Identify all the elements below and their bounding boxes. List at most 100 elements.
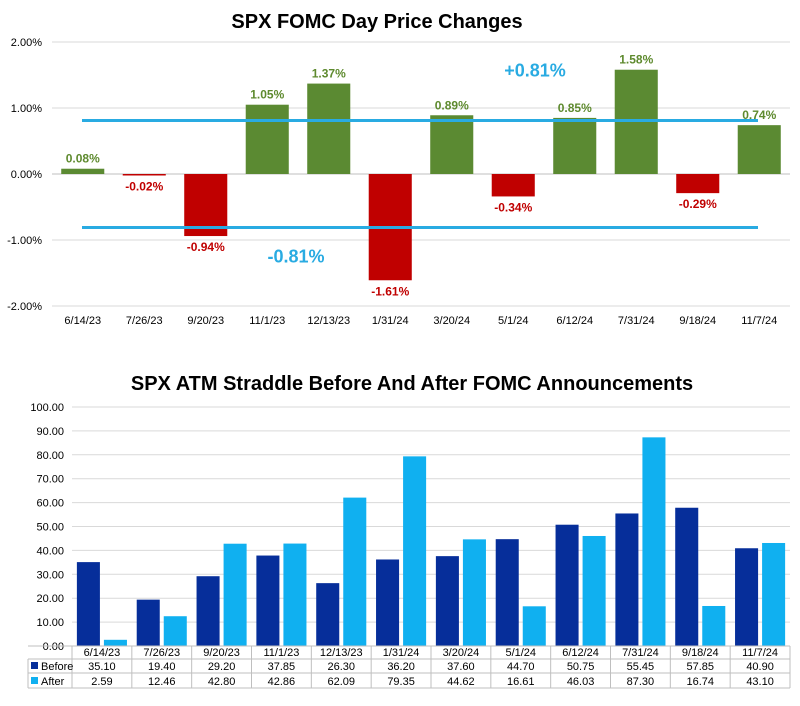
legend-swatch bbox=[31, 662, 38, 669]
x-tick-label: 6/12/24 bbox=[556, 315, 593, 327]
legend-label: Before bbox=[41, 661, 73, 673]
table-cell: 42.86 bbox=[268, 676, 296, 688]
table-cell: 16.61 bbox=[507, 676, 535, 688]
after-bar bbox=[223, 543, 247, 646]
before-bar bbox=[76, 562, 100, 646]
bar-value-label: 0.08% bbox=[66, 152, 100, 166]
x-tick-label: 3/20/24 bbox=[443, 647, 480, 659]
table-cell: 40.90 bbox=[746, 661, 774, 673]
x-tick-label: 7/26/23 bbox=[126, 315, 163, 327]
table-cell: 2.59 bbox=[91, 676, 112, 688]
bar-value-label: 1.37% bbox=[312, 67, 346, 81]
bar-value-label: -0.34% bbox=[494, 200, 532, 214]
price-bar bbox=[491, 174, 535, 197]
before-bar bbox=[495, 539, 519, 646]
table-cell: 57.85 bbox=[686, 661, 714, 673]
table-cell: 44.70 bbox=[507, 661, 535, 673]
table-cell: 46.03 bbox=[567, 676, 595, 688]
y-tick-label: 50.00 bbox=[36, 522, 64, 534]
y-tick-label: 30.00 bbox=[36, 569, 64, 581]
table-cell: 37.60 bbox=[447, 661, 475, 673]
price-bar bbox=[430, 115, 474, 174]
table-cell: 87.30 bbox=[627, 676, 655, 688]
table-cell: 36.20 bbox=[387, 661, 415, 673]
table-cell: 35.10 bbox=[88, 661, 116, 673]
table-cell: 37.85 bbox=[268, 661, 296, 673]
price-bar bbox=[307, 83, 351, 174]
table-cell: 26.30 bbox=[327, 661, 355, 673]
table-cell: 19.40 bbox=[148, 661, 176, 673]
after-bar bbox=[462, 539, 486, 646]
after-bar bbox=[403, 456, 427, 646]
y-tick-label: 90.00 bbox=[36, 426, 64, 438]
table-cell: 50.75 bbox=[567, 661, 595, 673]
price-bar bbox=[245, 104, 289, 174]
before-bar bbox=[735, 548, 759, 646]
before-bar bbox=[316, 583, 340, 646]
after-bar bbox=[522, 606, 546, 646]
chart1-title: SPX FOMC Day Price Changes bbox=[231, 11, 522, 33]
y-tick-label: 40.00 bbox=[36, 545, 64, 557]
before-bar bbox=[555, 524, 579, 646]
x-tick-label: 9/18/24 bbox=[682, 647, 719, 659]
table-cell: 29.20 bbox=[208, 661, 236, 673]
x-tick-label: 11/1/23 bbox=[249, 315, 285, 327]
bar-value-label: 1.58% bbox=[619, 53, 653, 67]
x-tick-label: 5/1/24 bbox=[498, 315, 529, 327]
before-bar bbox=[256, 555, 280, 646]
x-tick-label: 12/13/23 bbox=[320, 647, 363, 659]
x-tick-label: 1/31/24 bbox=[383, 647, 420, 659]
before-bar bbox=[136, 599, 160, 646]
y-tick-label: 10.00 bbox=[36, 617, 64, 629]
y-tick-label: 60.00 bbox=[36, 498, 64, 510]
x-tick-label: 6/14/23 bbox=[84, 647, 121, 659]
bar-value-label: -0.02% bbox=[125, 180, 163, 194]
x-tick-label: 1/31/24 bbox=[372, 315, 409, 327]
table-cell: 16.74 bbox=[686, 676, 714, 688]
table-cell: 79.35 bbox=[387, 676, 415, 688]
after-bar bbox=[343, 497, 367, 646]
after-bar bbox=[762, 542, 786, 646]
price-bar bbox=[553, 117, 597, 174]
before-bar bbox=[196, 576, 220, 646]
y-tick-label: -1.00% bbox=[7, 235, 42, 247]
before-bar bbox=[615, 513, 639, 646]
x-tick-label: 5/1/24 bbox=[505, 647, 536, 659]
table-cell: 43.10 bbox=[746, 676, 774, 688]
bar-value-label: -0.29% bbox=[679, 197, 717, 211]
legend-swatch bbox=[31, 677, 38, 684]
bar-value-label: 1.05% bbox=[250, 88, 284, 102]
y-tick-label: 2.00% bbox=[11, 37, 42, 49]
table-cell: 12.46 bbox=[148, 676, 176, 688]
reference-line-label: +0.81% bbox=[504, 61, 566, 81]
x-tick-label: 7/31/24 bbox=[622, 647, 659, 659]
after-bar bbox=[163, 616, 187, 646]
table-cell: 44.62 bbox=[447, 676, 475, 688]
price-bar bbox=[61, 168, 105, 174]
x-tick-label: 7/31/24 bbox=[618, 315, 655, 327]
x-tick-label: 11/7/24 bbox=[742, 647, 778, 659]
before-bar bbox=[675, 507, 699, 646]
y-tick-label: 0.00% bbox=[11, 169, 42, 181]
before-bar bbox=[376, 559, 400, 646]
price-bar bbox=[676, 174, 720, 194]
x-tick-label: 9/20/23 bbox=[187, 315, 224, 327]
x-tick-label: 6/14/23 bbox=[64, 315, 101, 327]
legend-label: After bbox=[41, 676, 65, 688]
table-cell: 42.80 bbox=[208, 676, 236, 688]
y-tick-label: -2.00% bbox=[7, 301, 42, 313]
after-bar bbox=[582, 535, 606, 646]
price-bar bbox=[122, 174, 166, 176]
after-bar bbox=[702, 605, 726, 646]
bar-value-label: -1.61% bbox=[371, 284, 409, 298]
before-bar bbox=[435, 556, 459, 646]
x-tick-label: 9/20/23 bbox=[203, 647, 240, 659]
after-bar bbox=[283, 543, 307, 646]
bar-value-label: 0.89% bbox=[435, 98, 469, 112]
x-tick-label: 9/18/24 bbox=[679, 315, 716, 327]
bar-value-label: 0.85% bbox=[558, 101, 592, 115]
chart2-title: SPX ATM Straddle Before And After FOMC A… bbox=[131, 373, 693, 395]
reference-line-label: -0.81% bbox=[267, 246, 324, 266]
